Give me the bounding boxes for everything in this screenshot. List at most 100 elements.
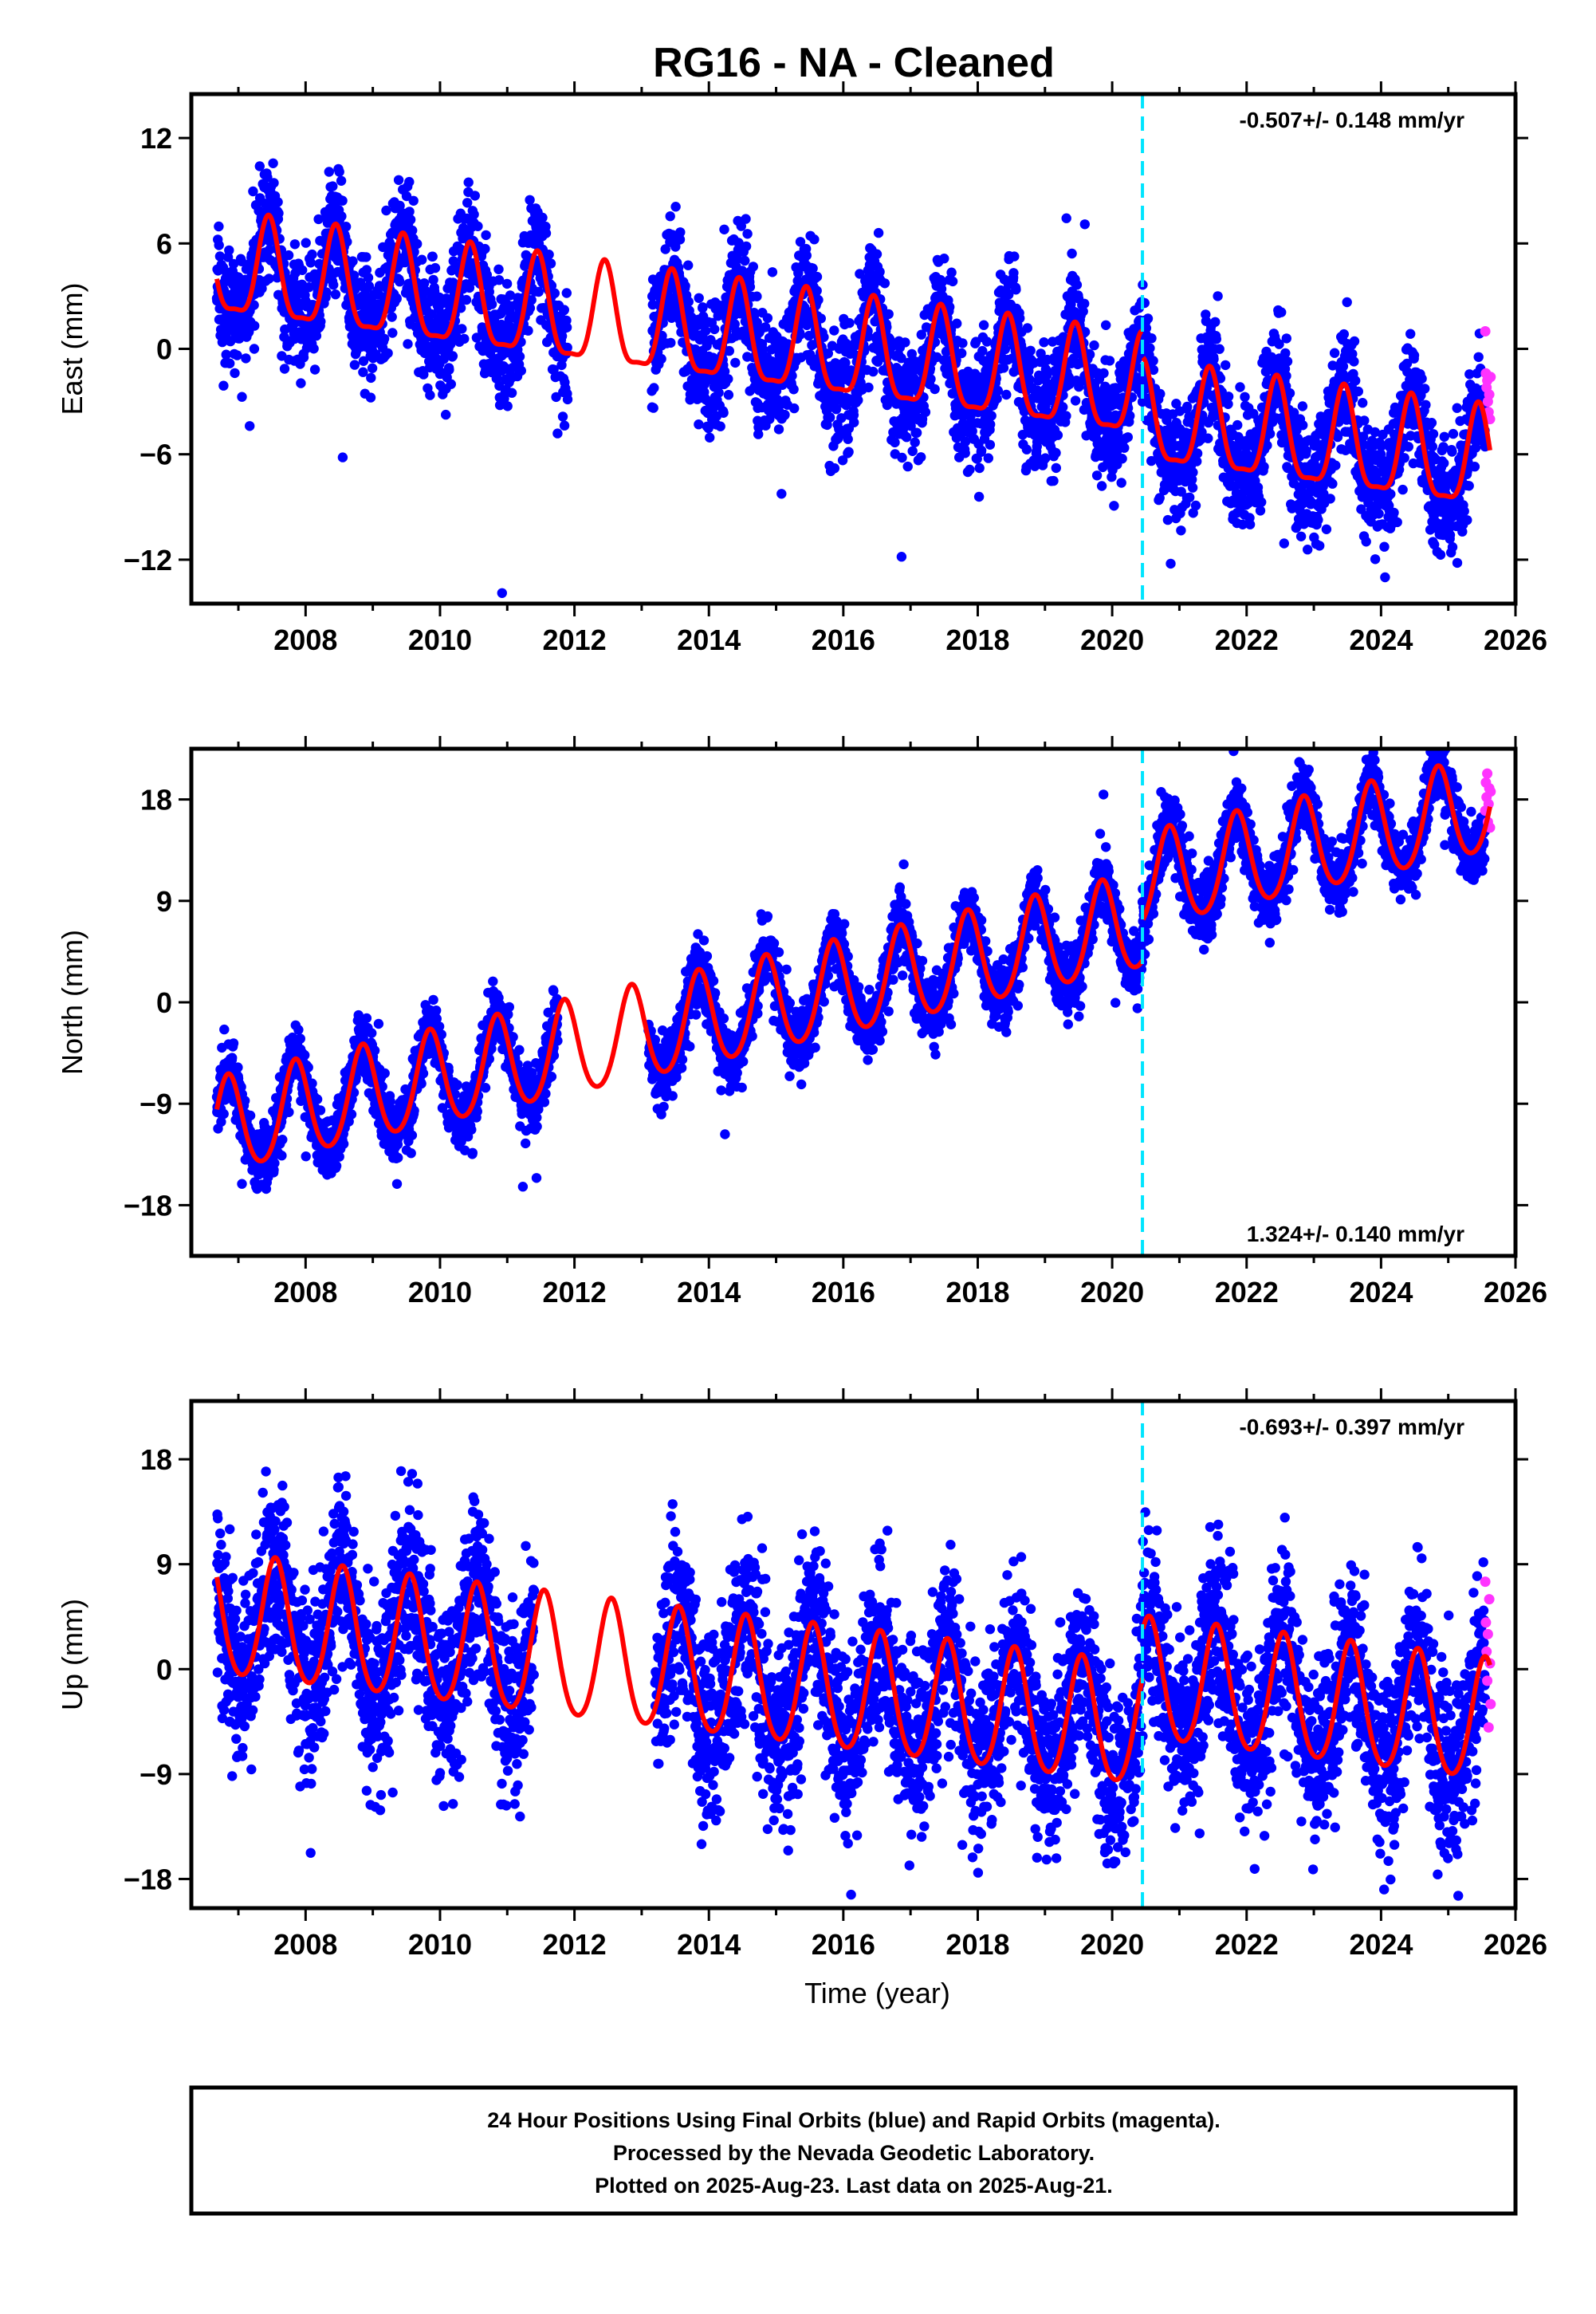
data-point [526, 295, 537, 305]
x-tick-label: 2026 [1484, 624, 1547, 656]
data-point [957, 348, 967, 359]
data-point [900, 337, 910, 348]
data-point [946, 267, 957, 277]
data-point [296, 378, 306, 388]
data-point [324, 167, 334, 177]
data-point [780, 409, 790, 420]
final-orbit-points [211, 74, 1491, 598]
data-point [902, 432, 912, 443]
data-point [562, 342, 572, 353]
data-point [311, 330, 322, 341]
data-point [264, 274, 274, 284]
data-point [1148, 356, 1158, 366]
data-point [358, 356, 369, 366]
data-point [214, 251, 226, 262]
data-point [1166, 558, 1176, 569]
data-point [557, 411, 568, 422]
data-point [1409, 350, 1420, 360]
data-point [393, 175, 404, 185]
data-point [545, 258, 556, 269]
data-point [379, 333, 390, 344]
data-point [457, 324, 467, 334]
data-point [1188, 467, 1198, 478]
data-point [705, 432, 715, 443]
data-point [1399, 453, 1409, 463]
data-point [1379, 541, 1390, 552]
data-point [1015, 313, 1025, 324]
data-point [741, 241, 752, 252]
data-point [1349, 356, 1359, 367]
data-point [1162, 514, 1173, 525]
data-point [1009, 251, 1020, 262]
data-point [551, 392, 561, 403]
data-point [514, 351, 525, 362]
data-point [939, 254, 949, 264]
data-point [1327, 478, 1338, 489]
data-point [404, 207, 415, 217]
data-point [1281, 371, 1291, 381]
data-point [427, 251, 438, 262]
data-point [1252, 482, 1264, 493]
data-point [649, 383, 659, 393]
data-point [1295, 531, 1307, 541]
data-point [482, 270, 492, 280]
data-point [358, 367, 368, 377]
data-point [1301, 446, 1311, 456]
data-point [871, 249, 883, 259]
data-point [853, 395, 863, 406]
data-point [363, 273, 374, 283]
data-point [364, 281, 375, 291]
data-point [930, 384, 940, 395]
data-point [1439, 458, 1449, 469]
x-tick-label: 2020 [1080, 624, 1144, 656]
data-point [1211, 334, 1222, 344]
data-point [863, 382, 874, 393]
data-point [674, 234, 686, 245]
data-point [257, 283, 267, 294]
data-point [1282, 356, 1293, 367]
data-point [489, 74, 498, 84]
data-point [387, 328, 398, 338]
data-point [417, 254, 427, 265]
data-point [1096, 481, 1107, 491]
data-point [916, 452, 926, 462]
data-point [305, 258, 316, 268]
data-point [228, 258, 239, 270]
x-tick-label: 2016 [812, 624, 875, 656]
data-point [523, 325, 533, 336]
data-point [1145, 343, 1155, 353]
data-point [1462, 515, 1472, 525]
data-point [269, 178, 279, 188]
data-point [1223, 392, 1234, 402]
data-point [525, 303, 536, 313]
data-point [1315, 541, 1325, 551]
data-point [1426, 418, 1437, 428]
data-point [825, 412, 835, 423]
data-point [549, 288, 560, 298]
data-point [249, 344, 260, 354]
data-point [1099, 368, 1109, 379]
data-point [1264, 428, 1276, 439]
data-point [1403, 442, 1414, 452]
data-point [408, 195, 419, 206]
data-point [301, 238, 311, 248]
x-tick-label: 2012 [543, 624, 607, 656]
data-point [809, 234, 820, 245]
data-point [501, 278, 513, 289]
data-point [297, 265, 308, 275]
data-point [544, 250, 554, 260]
data-point [348, 270, 360, 281]
data-point [366, 372, 376, 384]
data-point [773, 424, 784, 435]
data-point [670, 202, 681, 212]
data-point [1122, 432, 1134, 443]
data-point [561, 322, 572, 333]
data-point [1203, 433, 1213, 443]
data-point [428, 274, 438, 285]
data-point [1116, 478, 1126, 488]
data-point [365, 392, 376, 403]
data-point [1256, 497, 1267, 507]
data-point [1448, 428, 1459, 439]
data-point [502, 401, 513, 411]
data-point [552, 428, 563, 439]
